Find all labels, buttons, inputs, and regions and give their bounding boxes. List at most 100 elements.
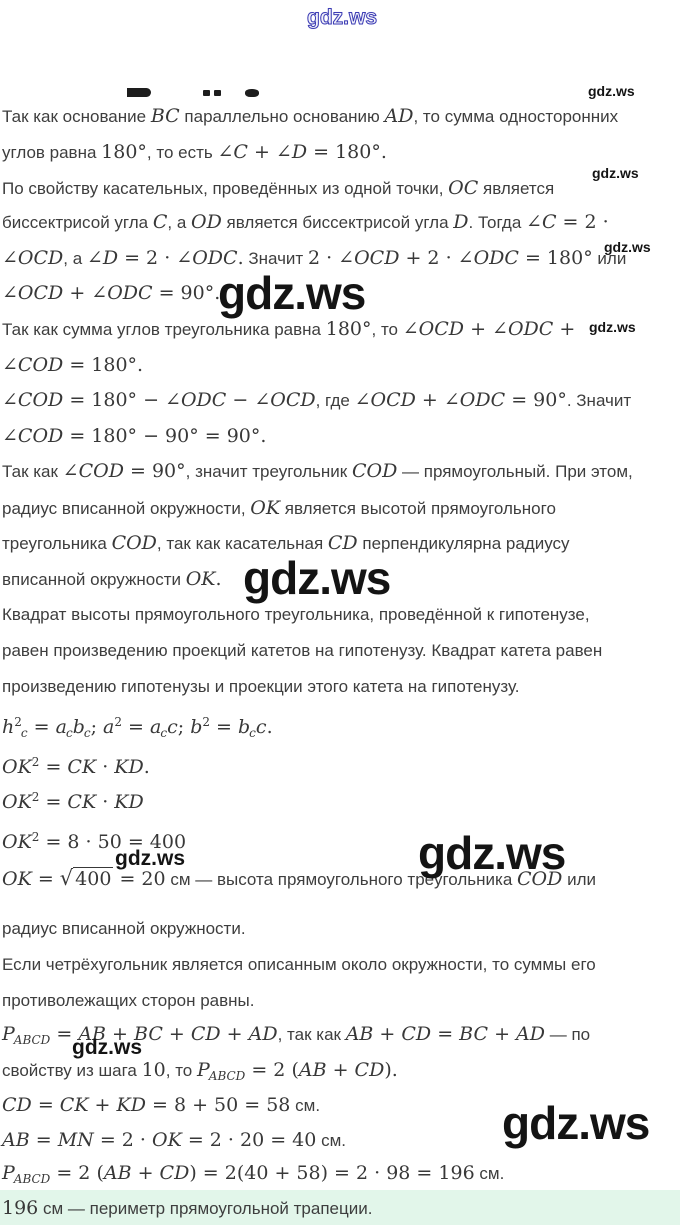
math-text: = a xyxy=(27,716,67,738)
math-text: c xyxy=(65,726,73,740)
body-text: радиус вписанной окружности, xyxy=(2,499,251,518)
math-text: = 20 xyxy=(113,868,166,890)
math-text: ∠D = 2 · ∠ODC. xyxy=(86,247,244,269)
math-text: c xyxy=(20,726,28,740)
gdz-logo-watermark: gdz.ws xyxy=(306,6,378,30)
math-text: AD xyxy=(384,105,414,127)
math-text: b xyxy=(72,716,85,738)
body-text: . Тогда xyxy=(468,213,527,232)
body-text: , то сумма односторонних xyxy=(413,107,619,126)
math-text: ∠C + ∠D = 180°. xyxy=(217,141,387,163)
solution-line: ∠COD = 180° − ∠ODC − ∠OCD, где ∠OCD + ∠O… xyxy=(2,388,631,413)
math-text: COD xyxy=(517,868,563,890)
body-text: см. xyxy=(474,1164,505,1183)
body-text: является xyxy=(478,179,555,198)
solution-line: PABCD = AB + BC + CD + AD, так как AB + … xyxy=(2,1022,590,1052)
solution-line: произведению гипотенузы и проекции этого… xyxy=(2,675,520,699)
body-text: произведению гипотенузы и проекции этого… xyxy=(2,677,520,696)
math-text: CD = CK + KD = 8 + 50 = 58 xyxy=(2,1094,291,1116)
math-text: OK xyxy=(250,497,281,519)
math-text: P xyxy=(197,1059,210,1081)
math-text: ABCD xyxy=(13,1033,51,1047)
gdz-watermark: gdz.ws xyxy=(502,1097,650,1149)
body-text: равен произведению проекций катетов на г… xyxy=(2,641,603,660)
math-text: C xyxy=(152,211,168,233)
body-text: вписанной окружности xyxy=(2,570,186,589)
math-text: ∠COD = 180°. xyxy=(2,354,144,376)
math-text: 196 xyxy=(2,1197,39,1219)
gdz-watermark: gdz.ws xyxy=(243,552,391,604)
body-text: или xyxy=(562,870,596,889)
solution-line: OK2 = CK · KD. xyxy=(2,750,150,780)
body-text: , то xyxy=(165,1061,197,1080)
body-text: параллельно основанию xyxy=(179,107,385,126)
body-text: По свойству касательных, проведённых из … xyxy=(2,179,449,198)
body-text: треугольника xyxy=(2,534,112,553)
solution-line: Так как ∠COD = 90°, значит треугольник C… xyxy=(2,459,633,484)
body-text: см — периметр прямоугольной трапеции. xyxy=(38,1199,373,1218)
math-text: ∠OCD + ∠ODC = 90°. xyxy=(2,282,221,304)
math-text: 2 xyxy=(114,715,123,729)
solution-line: вписанной окружности OK. xyxy=(2,567,222,592)
math-text: COD xyxy=(111,532,157,554)
math-text: 2 xyxy=(31,790,40,804)
body-text: углов равна xyxy=(2,143,102,162)
math-text: ∠COD = 180° − ∠ODC − ∠OCD xyxy=(2,389,316,411)
math-text: ABCD xyxy=(208,1069,246,1083)
body-text: , так как xyxy=(277,1025,346,1044)
math-text: ∠OCD + ∠ODC + xyxy=(402,318,576,340)
solution-line: углов равна 180°, то есть ∠C + ∠D = 180°… xyxy=(2,140,387,165)
math-text: c. xyxy=(255,716,273,738)
math-text: P xyxy=(2,1023,15,1045)
math-text: ; a xyxy=(90,716,115,738)
body-text: Квадрат высоты прямоугольного треугольни… xyxy=(2,605,590,624)
answer-highlight-strip xyxy=(0,1190,680,1225)
gdz-watermark: gdz.ws xyxy=(604,239,651,255)
body-text: , а xyxy=(63,249,87,268)
body-text: противолежащих сторон равны. xyxy=(2,991,255,1010)
math-text: c; b xyxy=(167,716,203,738)
gdz-watermark: gdz.ws xyxy=(589,319,636,335)
math-text: = 8 · 50 = 400 xyxy=(39,831,187,853)
solution-line: OK2 = 8 · 50 = 400 xyxy=(2,825,186,855)
math-text: = 2 (AB + CD) = 2(40 + 58) = 2 · 98 = 19… xyxy=(50,1162,475,1184)
math-text: c xyxy=(160,726,168,740)
heading-fragment xyxy=(203,90,210,96)
math-text: ABCD xyxy=(13,1172,51,1186)
math-text: = CK · KD. xyxy=(39,756,150,778)
solution-line: ∠COD = 180°. xyxy=(2,353,143,378)
body-text: является высотой прямоугольного xyxy=(280,499,556,518)
body-text: , значит треугольник xyxy=(185,462,352,481)
solution-line: равен произведению проекций катетов на г… xyxy=(2,639,602,663)
math-text: = a xyxy=(122,716,162,738)
math-text: P xyxy=(2,1162,15,1184)
body-text: см. xyxy=(290,1096,321,1115)
body-text: Если четрёхугольник является описанным о… xyxy=(2,955,596,974)
math-text: AB = MN = 2 · OK = 2 · 20 = 40 xyxy=(2,1129,317,1151)
body-text: , то есть xyxy=(146,143,218,162)
math-text: D xyxy=(453,211,469,233)
math-text: = CK · KD xyxy=(39,791,144,813)
body-text: — прямоугольный. При этом, xyxy=(397,462,633,481)
gdz-watermark: gdz.ws xyxy=(72,1036,143,1059)
math-text: CD xyxy=(327,532,358,554)
body-text: Значит xyxy=(243,249,308,268)
solution-line: OK = √ 400 = 20 см — высота прямоугольног… xyxy=(2,866,596,892)
math-text: ∠COD = 90° xyxy=(62,460,186,482)
math-text: = 2 (AB + CD). xyxy=(245,1059,398,1081)
solution-line: CD = CK + KD = 8 + 50 = 58 см. xyxy=(2,1093,320,1118)
math-text: = b xyxy=(210,716,251,738)
solution-line: Так как сумма углов треугольника равна 1… xyxy=(2,317,575,342)
solution-line: По свойству касательных, проведённых из … xyxy=(2,176,554,201)
heading-fragment xyxy=(214,90,221,96)
solution-line: радиус вписанной окружности, OK является… xyxy=(2,496,556,521)
math-text: OD xyxy=(191,211,222,233)
math-text: 2 xyxy=(31,830,40,844)
math-text: 10 xyxy=(141,1059,166,1081)
math-text: OK xyxy=(2,791,32,813)
math-text: ∠OCD xyxy=(2,247,64,269)
solution-line: радиус вписанной окружности. xyxy=(2,917,246,941)
body-text: см. xyxy=(316,1131,346,1150)
body-text: свойству из шага xyxy=(2,1061,142,1080)
gdz-watermark: gdz.ws xyxy=(588,83,635,99)
